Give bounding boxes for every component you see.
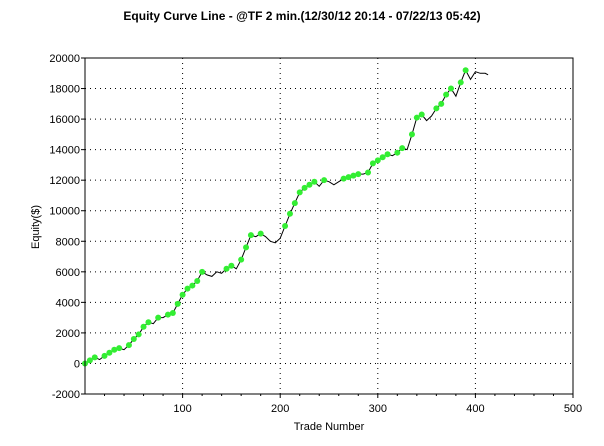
- new-high-point: [116, 345, 123, 352]
- y-axis-label: Equity($): [30, 204, 42, 250]
- new-high-point: [223, 265, 230, 272]
- new-high-point: [306, 181, 313, 188]
- new-high-point: [286, 210, 293, 217]
- new-high-point: [155, 314, 162, 321]
- equity-line: [84, 69, 489, 364]
- y-tick-label: 8000: [56, 236, 80, 248]
- new-high-point: [394, 149, 401, 156]
- new-high-point: [345, 174, 352, 181]
- equity-line-layer: [84, 69, 489, 364]
- y-tick-label: 14000: [49, 145, 80, 157]
- new-high-point: [321, 177, 328, 184]
- x-axis-label: Trade Number: [293, 421, 365, 433]
- new-high-markers: [82, 67, 469, 367]
- new-high-point: [140, 323, 147, 330]
- new-high-point: [379, 154, 386, 161]
- new-high-point: [101, 352, 108, 359]
- y-tick-label: 18000: [49, 84, 80, 96]
- new-high-point: [433, 105, 440, 112]
- new-high-point: [199, 268, 206, 275]
- y-tick-label: 6000: [56, 267, 80, 279]
- new-high-point: [374, 157, 381, 164]
- new-high-point: [311, 178, 318, 185]
- y-tick-label: 4000: [56, 297, 80, 309]
- new-high-point: [243, 244, 250, 251]
- new-high-point: [106, 349, 113, 356]
- new-high-point: [369, 160, 376, 167]
- new-high-point: [189, 282, 196, 289]
- y-tick-label: 20000: [49, 53, 80, 65]
- new-high-point: [135, 331, 142, 338]
- x-tick-label: 100: [173, 403, 191, 415]
- plot-frame: [84, 57, 574, 395]
- new-high-point: [384, 151, 391, 158]
- new-high-point: [125, 342, 132, 349]
- grid-lines: [85, 58, 573, 394]
- new-high-point: [130, 336, 137, 343]
- new-high-point: [184, 285, 191, 292]
- new-high-point: [399, 145, 406, 152]
- new-high-point: [365, 169, 372, 176]
- new-high-point: [145, 319, 152, 326]
- new-high-point: [169, 310, 176, 317]
- new-high-point: [291, 200, 298, 207]
- new-high-point: [174, 300, 181, 307]
- new-high-point: [228, 262, 235, 269]
- new-high-point: [438, 100, 445, 107]
- new-high-point: [238, 256, 245, 263]
- new-high-point: [301, 184, 308, 191]
- new-high-point: [448, 85, 454, 92]
- new-high-point: [282, 223, 289, 229]
- new-high-point: [340, 175, 347, 182]
- new-high-point: [194, 277, 201, 284]
- y-tick-label: -2000: [52, 389, 80, 401]
- new-high-point: [296, 189, 303, 196]
- new-high-point: [355, 171, 362, 178]
- new-high-point: [418, 111, 425, 118]
- new-high-point: [164, 311, 171, 318]
- x-tick-label: 200: [271, 403, 289, 415]
- y-tick-label: 0: [74, 358, 80, 370]
- new-high-point: [462, 67, 469, 74]
- y-tick-label: 2000: [56, 328, 80, 340]
- new-high-point: [111, 346, 118, 353]
- axis-ticks: [81, 57, 574, 398]
- new-high-point: [350, 172, 357, 179]
- x-tick-label: 300: [369, 403, 387, 415]
- y-tick-label: 12000: [49, 175, 80, 187]
- y-tick-label: 16000: [49, 114, 80, 126]
- new-high-point: [457, 79, 464, 86]
- chart-title: Equity Curve Line - @TF 2 min.(12/30/12 …: [123, 9, 481, 23]
- x-tick-label: 500: [564, 403, 582, 415]
- x-tick-label: 400: [466, 403, 484, 415]
- new-high-point: [443, 91, 450, 98]
- new-high-point: [413, 114, 420, 121]
- new-high-point: [408, 131, 415, 138]
- new-high-point: [91, 354, 98, 361]
- new-high-point: [257, 230, 264, 237]
- y-tick-label: 10000: [49, 206, 80, 218]
- tick-labels: -2000 0 2000 4000 6000 8000 10000 12000 14000 160…: [49, 53, 582, 415]
- new-high-point: [86, 357, 93, 364]
- new-high-point: [179, 291, 186, 298]
- new-high-point: [247, 232, 254, 239]
